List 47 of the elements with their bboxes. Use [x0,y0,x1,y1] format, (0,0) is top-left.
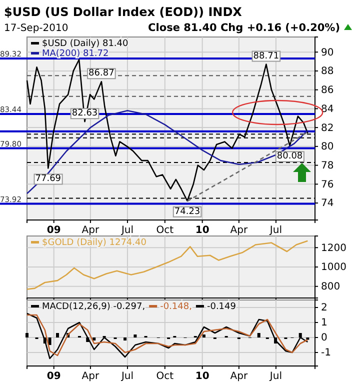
y-tick-label: 80 [321,142,334,153]
y-tick-label: 90 [321,47,334,58]
x-tick-label: Apr [82,225,100,236]
y-tick-label: 78 [321,160,334,172]
legend-label: $GOLD (Daily) 1274.40 [42,238,147,248]
y-tick-label: 1 [321,318,328,329]
x-tick-label: Oct [156,225,174,236]
chart-subtitle: 17-Sep-2010 [4,23,68,34]
y-tick-label: 2 [321,302,328,314]
y-tick-label: -1 [321,348,331,359]
y-tick-label: 86 [321,85,334,96]
x-tick-label: 09 [46,371,61,382]
x-tick-label: 10 [195,225,210,236]
y-tick-label: 800 [321,282,340,293]
legend-label: -0.148, [160,302,192,312]
x-tick-label: Jul [268,225,282,236]
y-tick-label: 1200 [321,242,346,254]
y-tick-label: 84 [321,104,334,115]
x-tick-label: Apr [230,371,248,382]
annotation: 80.08 [276,152,303,162]
legend-label: MACD(12,26,9) -0.297, [42,302,146,312]
x-tick-label: Jul [120,225,134,236]
y-tick-label: 74 [321,198,334,210]
annotation: 77.69 [35,174,62,184]
chart-title: $USD (US Dollar Index (EOD)) INDX [4,5,243,19]
annotation: 86.87 [88,68,114,79]
y-tick-label: 76 [321,179,334,190]
text: Close 81.40 Chg +0.16 (+0.20%) [148,22,340,34]
legend-label: MA(200) 81.72 [42,49,109,59]
legend-label: $USD (Daily) 81.40 [42,39,129,49]
y-tick-label: 1000 [321,262,346,274]
y-tick-label: 82 [321,122,334,134]
x-tick-label: Jul [268,371,282,382]
legend-label: -0.149 [206,302,236,312]
x-tick-label: Oct [156,371,174,382]
x-tick-label: Apr [82,371,100,382]
line-series [26,240,308,290]
x-tick-label: 09 [46,225,61,236]
x-tick-label: 10 [195,371,210,382]
line-series [26,110,308,194]
x-tick-label: Apr [230,225,248,236]
y-tick-label: 0 [321,332,328,344]
y-tick-label: 88 [321,66,334,78]
annotation: 74.23 [174,206,200,217]
x-tick-label: Jul [120,371,134,382]
annotation: 82.63 [72,108,98,119]
annotation: 88.71 [253,51,280,62]
